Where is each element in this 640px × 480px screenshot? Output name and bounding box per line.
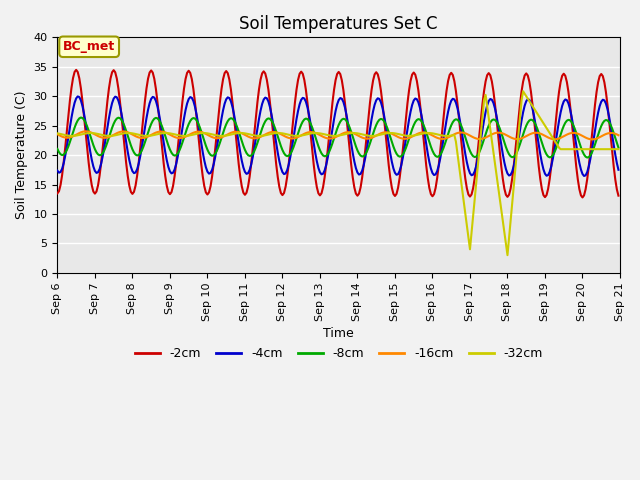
-4cm xyxy=(301,96,308,101)
-4cm xyxy=(250,145,258,151)
Title: Soil Temperatures Set C: Soil Temperatures Set C xyxy=(239,15,438,33)
-4cm xyxy=(614,167,622,173)
X-axis label: Time: Time xyxy=(323,327,354,340)
-2cm xyxy=(54,191,61,196)
-8cm xyxy=(301,117,308,122)
-2cm xyxy=(124,173,132,179)
-16cm xyxy=(222,132,230,138)
-4cm xyxy=(74,94,81,99)
-8cm xyxy=(614,144,622,150)
-32cm xyxy=(221,133,228,139)
-2cm xyxy=(250,130,258,136)
-32cm xyxy=(299,132,307,138)
-2cm xyxy=(301,77,308,83)
-32cm xyxy=(614,146,622,152)
Y-axis label: Soil Temperature (C): Soil Temperature (C) xyxy=(15,91,28,219)
Line: -32cm: -32cm xyxy=(58,91,618,255)
Text: BC_met: BC_met xyxy=(63,40,115,53)
-4cm xyxy=(241,169,249,175)
-2cm xyxy=(614,193,622,199)
Line: -16cm: -16cm xyxy=(58,132,618,139)
-2cm xyxy=(222,68,230,74)
-4cm xyxy=(124,149,132,155)
-32cm xyxy=(54,131,61,136)
-32cm xyxy=(504,252,511,258)
-2cm xyxy=(586,149,594,155)
Legend: -2cm, -4cm, -8cm, -16cm, -32cm: -2cm, -4cm, -8cm, -16cm, -32cm xyxy=(129,342,548,365)
-8cm xyxy=(77,115,84,120)
-4cm xyxy=(54,168,61,174)
Line: -4cm: -4cm xyxy=(58,96,618,176)
-8cm xyxy=(124,133,132,139)
-2cm xyxy=(72,67,80,73)
-16cm xyxy=(250,135,258,141)
-16cm xyxy=(614,132,622,138)
-16cm xyxy=(241,132,249,138)
-2cm xyxy=(241,192,249,198)
-32cm xyxy=(239,130,247,136)
-8cm xyxy=(241,147,249,153)
-8cm xyxy=(222,121,230,127)
-16cm xyxy=(54,132,61,137)
-4cm xyxy=(586,156,594,162)
-32cm xyxy=(586,146,594,152)
-2cm xyxy=(579,194,586,200)
-32cm xyxy=(122,130,130,136)
-16cm xyxy=(588,136,596,142)
-4cm xyxy=(580,173,588,179)
-16cm xyxy=(301,131,308,137)
-16cm xyxy=(585,136,593,142)
-4cm xyxy=(222,96,230,102)
-16cm xyxy=(124,130,132,135)
-16cm xyxy=(82,129,90,134)
Line: -8cm: -8cm xyxy=(58,118,618,157)
-32cm xyxy=(249,132,257,138)
-8cm xyxy=(583,155,591,160)
-8cm xyxy=(250,148,258,154)
-32cm xyxy=(519,88,527,94)
Line: -2cm: -2cm xyxy=(58,70,618,197)
-8cm xyxy=(586,153,594,158)
-8cm xyxy=(54,146,61,152)
